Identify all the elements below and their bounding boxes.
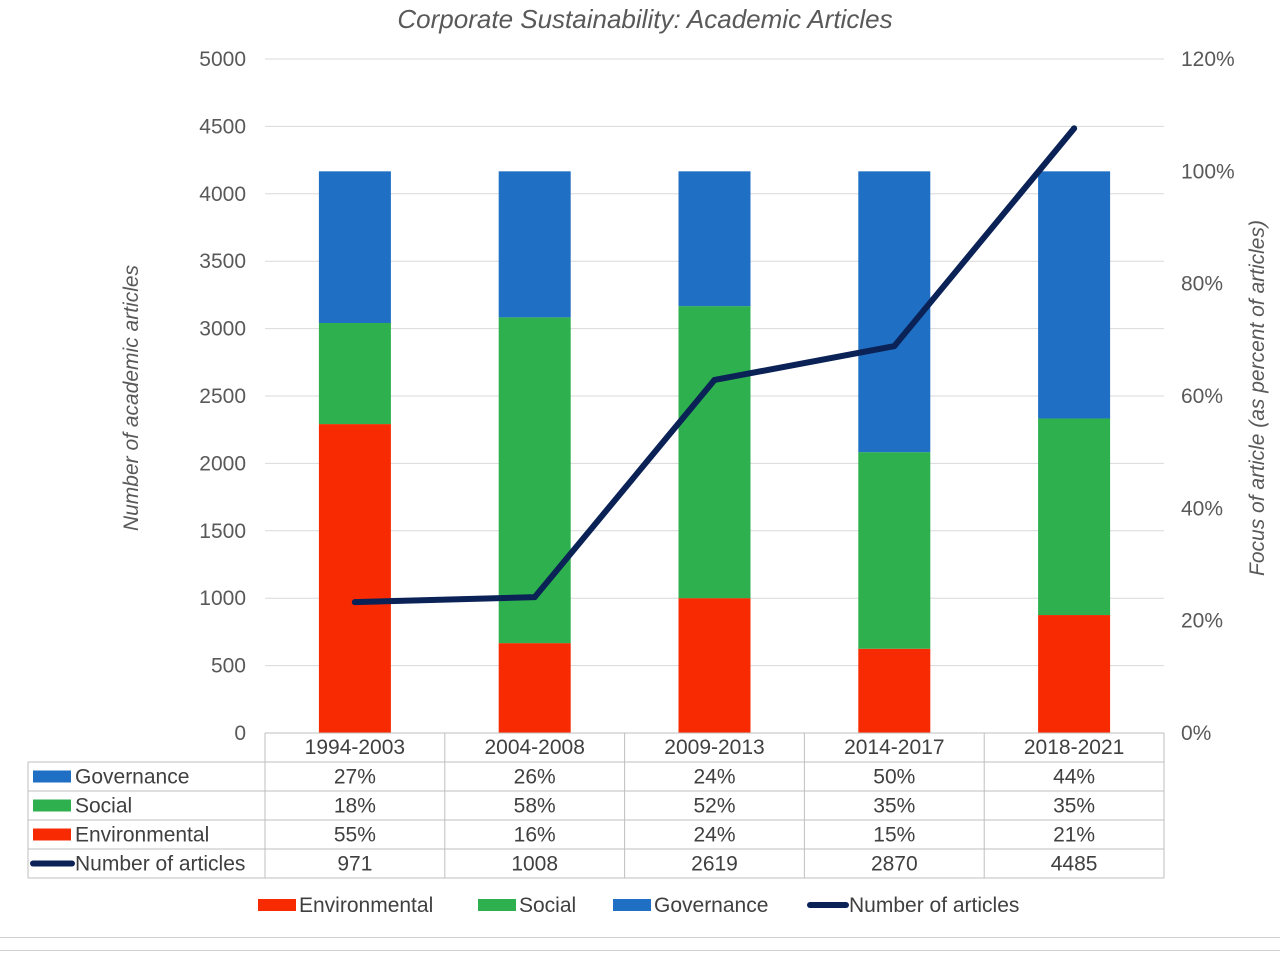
- table-cell: 35%: [873, 795, 915, 818]
- line-point: [531, 594, 538, 601]
- bar-social: [318, 322, 391, 425]
- y-tick-label: 4000: [199, 183, 246, 206]
- y-tick-label: 5000: [199, 48, 246, 71]
- table-cell: 55%: [334, 824, 376, 847]
- bar-environmental: [1038, 615, 1111, 733]
- table-cell: 21%: [1053, 824, 1095, 847]
- y-tick-label: 500: [211, 655, 246, 678]
- bar-governance: [678, 171, 751, 307]
- table-cell: 52%: [693, 795, 735, 818]
- bar-social: [498, 317, 571, 644]
- bottom-border: [0, 937, 1280, 938]
- table-cell: 35%: [1053, 795, 1095, 818]
- table-cell: 58%: [514, 795, 556, 818]
- table-cell: 27%: [334, 766, 376, 789]
- table-row-label: Governance: [75, 766, 189, 789]
- legend-label: Governance: [654, 894, 768, 917]
- y2-tick-label: 20%: [1181, 610, 1223, 633]
- y2-axis-title: Focus of article (as percent of articles…: [1246, 220, 1269, 576]
- table-cell: 44%: [1053, 766, 1095, 789]
- line-point: [1071, 125, 1078, 132]
- bar-governance: [858, 171, 931, 453]
- legend-key-swatch: [258, 899, 296, 911]
- table-cell: 15%: [873, 824, 915, 847]
- table-row-label: Number of articles: [75, 853, 245, 876]
- chart-title: Corporate Sustainability: Academic Artic…: [397, 4, 892, 34]
- bar-social: [858, 452, 931, 649]
- bar-environmental: [858, 648, 931, 733]
- data-table: 1994-2003 2004-2008 2009-2013 2014-2017 2018…: [27, 732, 1165, 879]
- bar-environmental: [678, 598, 751, 733]
- bar-social: [678, 306, 751, 599]
- bar-environmental: [318, 424, 391, 733]
- x-category-label: 2014-2017: [844, 736, 944, 759]
- table-cell: 4485: [1051, 853, 1098, 876]
- x-category-label: 1994-2003: [305, 736, 405, 759]
- table-row-label: Social: [75, 795, 132, 818]
- table-key-swatch: [33, 770, 71, 783]
- y2-tick-label: 0%: [1181, 722, 1211, 745]
- y2-tick-label: 100%: [1181, 160, 1235, 183]
- bar-governance: [318, 171, 391, 323]
- y-tick-label: 1000: [199, 587, 246, 610]
- line-point: [891, 343, 898, 350]
- y-tick-label: 1500: [199, 520, 246, 543]
- line-series: [351, 125, 1078, 606]
- x-category-label: 2004-2008: [484, 736, 584, 759]
- table-cell: 1008: [511, 853, 558, 876]
- bar-governance: [1038, 171, 1111, 419]
- legend-label: Environmental: [299, 894, 433, 917]
- y2-tick-label: 40%: [1181, 497, 1223, 520]
- legend-label: Number of articles: [849, 894, 1019, 917]
- table-cell: 2619: [691, 853, 738, 876]
- table-cell: 971: [337, 853, 372, 876]
- table-cell: 50%: [873, 766, 915, 789]
- legend-label: Social: [519, 894, 576, 917]
- y2-tick-label: 80%: [1181, 273, 1223, 296]
- y-axis-ticks: 0 500 1000 1500 2000 2500 3000 3500 4000 4500 5000: [199, 48, 246, 745]
- y-tick-label: 2000: [199, 452, 246, 475]
- y-tick-label: 0: [234, 722, 246, 745]
- bars: [318, 171, 1111, 733]
- legend: Environmental Social Governance Number of a…: [258, 894, 1019, 917]
- y-tick-label: 4500: [199, 115, 246, 138]
- x-category-label: 2009-2013: [664, 736, 764, 759]
- bar-governance: [498, 171, 571, 318]
- table-key-swatch: [33, 828, 71, 841]
- legend-key-swatch: [613, 899, 651, 911]
- y-tick-label: 3500: [199, 250, 246, 273]
- bar-social: [1038, 418, 1111, 616]
- line-point: [351, 599, 358, 606]
- table-cell: 18%: [334, 795, 376, 818]
- y-axis-title: Number of academic articles: [120, 264, 143, 531]
- table-cell: 24%: [693, 824, 735, 847]
- table-cell: 26%: [514, 766, 556, 789]
- table-cell: 2870: [871, 853, 918, 876]
- line-point: [711, 376, 718, 383]
- bar-environmental: [498, 643, 571, 733]
- y2-axis-ticks: 0% 20% 40% 60% 80% 100% 120%: [1181, 48, 1235, 745]
- bottom-border-lower: [0, 950, 1280, 951]
- table-key-swatch: [33, 799, 71, 812]
- legend-key-swatch: [478, 899, 516, 911]
- table-cell: 24%: [693, 766, 735, 789]
- y2-tick-label: 60%: [1181, 385, 1223, 408]
- y-tick-label: 3000: [199, 318, 246, 341]
- y2-tick-label: 120%: [1181, 48, 1235, 71]
- table-cell: 16%: [514, 824, 556, 847]
- y-tick-label: 2500: [199, 385, 246, 408]
- table-row-label: Environmental: [75, 824, 209, 847]
- x-category-label: 2018-2021: [1024, 736, 1124, 759]
